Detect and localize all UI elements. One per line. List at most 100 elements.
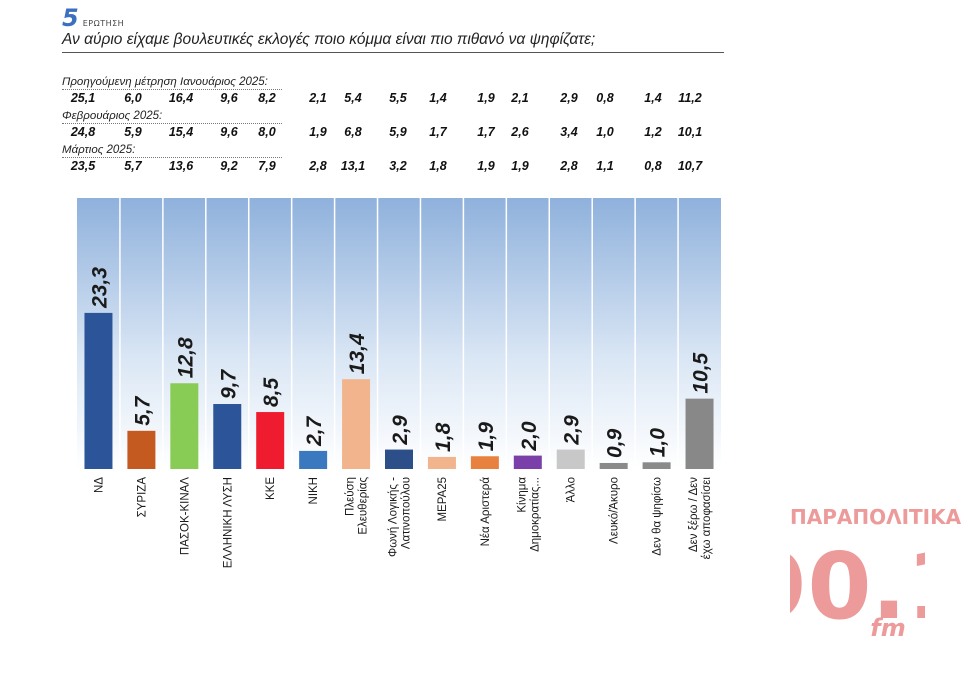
previous-value: 1,4 [644, 91, 662, 105]
previous-value: 7,9 [258, 159, 276, 173]
previous-value: 5,4 [344, 91, 362, 105]
data-label: 2,0 [518, 421, 541, 452]
previous-value: 2,8 [309, 159, 327, 173]
data-label: 2,9 [561, 415, 584, 446]
previous-value: 9,6 [220, 125, 238, 139]
previous-label: Προηγούμενη μέτρηση Ιανουάριος 2025: [62, 76, 268, 88]
category-label: ΝΔ [93, 477, 105, 493]
bar [427, 456, 456, 469]
category-label: ΚΚΕ [265, 477, 277, 500]
data-label: 1,8 [432, 422, 455, 452]
title-divider [62, 52, 724, 53]
category-label: ΜΕΡΑ25 [437, 477, 449, 522]
previous-value: 1,0 [596, 125, 614, 139]
label-underline [62, 157, 282, 158]
previous-value: 2,8 [560, 159, 578, 173]
bar [385, 449, 413, 469]
previous-value: 3,4 [560, 125, 578, 139]
previous-value: 1,9 [309, 125, 327, 139]
previous-value: 24,8 [70, 125, 96, 139]
previous-value: 13,6 [168, 159, 194, 173]
data-label: 10,5 [690, 352, 713, 393]
bar [127, 430, 156, 469]
data-label: 13,4 [346, 333, 369, 374]
previous-value: 5,9 [389, 125, 407, 139]
previous-value: 2,1 [309, 91, 327, 105]
category-label: ΕΛΛΗΝΙΚΗ ΛΥΣΗ [222, 477, 234, 568]
category-label: ΣΥΡΙΖΑ [136, 477, 148, 518]
label-underline [62, 123, 282, 124]
previous-value: 16,4 [168, 91, 194, 105]
previous-value: 2,6 [511, 125, 529, 139]
previous-value: 10,1 [677, 125, 703, 139]
bar [84, 312, 113, 469]
previous-value: 25,1 [70, 91, 96, 105]
category-label: Ελευθερίας [358, 477, 370, 535]
data-label: 23,3 [88, 267, 111, 309]
previous-value: 1,2 [644, 125, 662, 139]
bar [642, 462, 671, 469]
bar [213, 404, 242, 469]
previous-value: 5,5 [389, 91, 407, 105]
data-label: 8,5 [260, 378, 283, 408]
category-label: Λατινοπούλου [401, 477, 413, 549]
data-label: 12,8 [174, 337, 197, 378]
previous-value: 9,2 [220, 159, 238, 173]
data-label: 1,9 [475, 422, 498, 452]
category-label: έχω αποφασίσει [701, 477, 713, 560]
category-label: Πλεύση [345, 477, 357, 516]
category-label: Λευκό/Άκυρο [609, 477, 621, 544]
previous-value: 1,9 [477, 91, 495, 105]
bar [256, 412, 285, 469]
watermark-logo: 90.1 fm [790, 533, 925, 640]
previous-value: 1,9 [477, 159, 495, 173]
category-label: ΝΙΚΗ [308, 477, 320, 504]
bar [599, 462, 628, 469]
logo-5: 5 ΕΡΩΤΗΣΗ [62, 4, 124, 32]
previous-value: 2,9 [560, 91, 578, 105]
category-label: Φωνή Λογικής - [388, 477, 400, 557]
previous-value: 6,8 [344, 125, 362, 139]
previous-value: 8,0 [258, 125, 276, 139]
watermark-band: fm [870, 614, 905, 640]
previous-value: 1,1 [596, 159, 614, 173]
previous-value: 5,7 [124, 159, 142, 173]
bar [556, 449, 585, 469]
question-title: Αν αύριο είχαμε βουλευτικές εκλογές ποιο… [62, 31, 596, 48]
data-label: 0,9 [604, 428, 627, 458]
data-label: 2,7 [303, 415, 326, 447]
previous-value: 9,6 [220, 91, 238, 105]
previous-value: 1,9 [511, 159, 529, 173]
logo-number: 5 [62, 4, 79, 32]
previous-value: 5,9 [124, 125, 142, 139]
category-label: Κίνημα [516, 477, 528, 513]
category-label: Δεν ξέρω / Δεν [688, 477, 700, 552]
watermark-frequency: 90.1 [790, 533, 925, 640]
data-label: 9,7 [217, 368, 240, 399]
previous-value: 1,7 [429, 125, 447, 139]
previous-value: 1,7 [477, 125, 495, 139]
previous-value: 13,1 [340, 159, 366, 173]
data-label: 2,9 [389, 415, 412, 446]
previous-value: 1,4 [429, 91, 447, 105]
bar [342, 379, 371, 469]
bar [170, 383, 199, 469]
bar [513, 455, 542, 469]
logo-caption: ΕΡΩΤΗΣΗ [82, 19, 125, 28]
category-label: ΠΑΣΟΚ-ΚΙΝΑΛ [179, 477, 191, 555]
previous-value: 6,0 [124, 91, 142, 105]
previous-value: 0,8 [644, 159, 662, 173]
previous-value: 8,2 [258, 91, 276, 105]
previous-label: Μάρτιος 2025: [62, 144, 136, 156]
bar [299, 450, 328, 469]
previous-value: 23,5 [70, 159, 96, 173]
watermark-brand: ΠΑΡΑΠΟΛΙΤΙΚΑ [790, 505, 962, 529]
previous-value: 0,8 [596, 91, 614, 105]
data-label: 5,7 [131, 395, 154, 426]
label-underline [62, 89, 282, 90]
previous-value: 15,4 [168, 125, 194, 139]
category-label: Δημοκρατίας... [529, 477, 541, 552]
previous-value: 1,8 [429, 159, 447, 173]
category-label: Δεν θα ψηφίσω [652, 477, 664, 556]
